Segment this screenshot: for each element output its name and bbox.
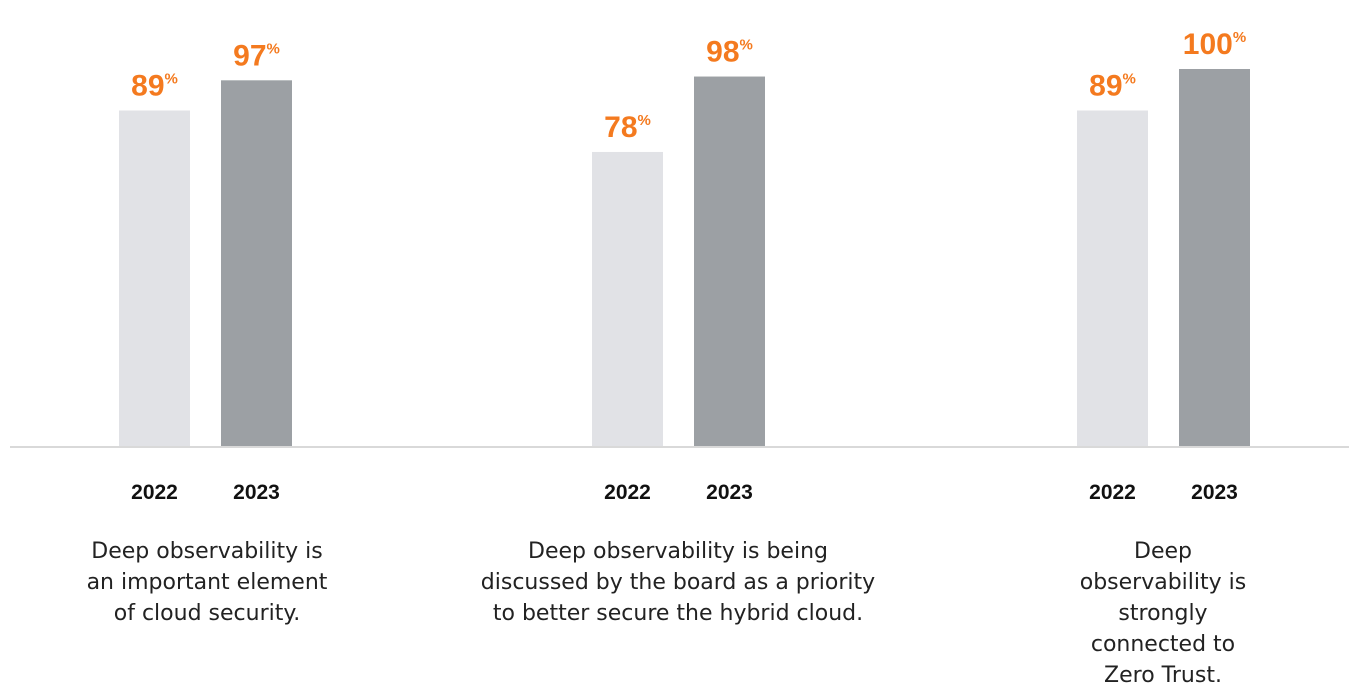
caption-group-1: Deep observability is an important eleme… (86, 539, 328, 626)
year-label-2023-group-2: 2023 (706, 481, 753, 504)
bar-2022-group-1 (119, 110, 190, 446)
year-label-2022-group-1: 2022 (131, 481, 178, 504)
year-label-2023-group-3: 2023 (1191, 481, 1238, 504)
bar-2023-group-2 (694, 76, 765, 446)
data-label-2023-group-2: 98% (706, 36, 753, 69)
year-label-2022-group-2: 2022 (604, 481, 651, 504)
data-label-2023-group-3: 100% (1183, 28, 1246, 61)
data-label-2022-group-1: 89% (131, 69, 178, 102)
bar-chart: 89% 2022 97% 2023 78% 2022 98% 2023 89% 2022 100% 2… (10, 28, 1349, 504)
year-label-2023-group-1: 2023 (233, 481, 280, 504)
caption-group-2: Deep observability is being discussed by… (480, 539, 876, 626)
caption-group-3: Deep observability is strongly connected… (1079, 539, 1247, 688)
bar-2022-group-3 (1077, 110, 1148, 446)
bar-2022-group-2 (592, 151, 663, 446)
bar-2023-group-1 (221, 80, 292, 446)
year-label-2022-group-3: 2022 (1089, 481, 1136, 504)
data-label-2022-group-3: 89% (1089, 69, 1136, 102)
data-label-2022-group-2: 78% (604, 111, 651, 144)
data-label-2023-group-1: 97% (233, 39, 280, 72)
bar-2023-group-3 (1179, 69, 1250, 446)
